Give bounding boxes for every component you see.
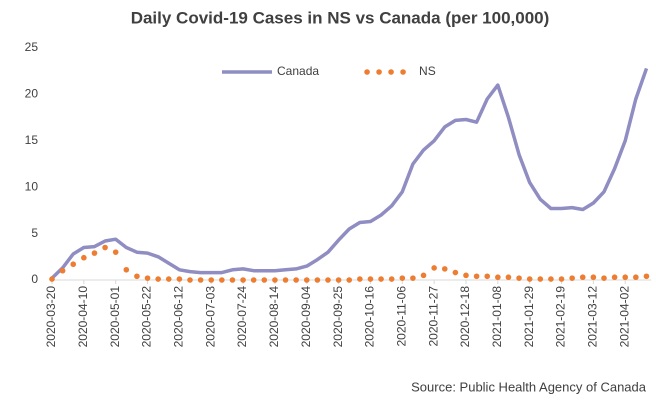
- data-point: [441, 266, 448, 272]
- data-point: [495, 274, 501, 281]
- data-point: [516, 275, 522, 281]
- legend-label: NS: [419, 64, 436, 78]
- data-point: [272, 277, 278, 283]
- data-point: [569, 275, 575, 281]
- data-point: [314, 277, 321, 283]
- data-point: [123, 266, 130, 273]
- data-point: [293, 277, 299, 283]
- data-point: [622, 274, 629, 281]
- data-point: [548, 276, 554, 282]
- x-tick-label: 2020-08-14: [267, 286, 281, 348]
- x-tick-label: 2020-06-12: [172, 286, 186, 348]
- data-point: [537, 276, 544, 282]
- x-tick-label: 2020-05-01: [108, 286, 122, 348]
- data-point: [49, 276, 55, 282]
- x-tick-label: 2021-01-08: [490, 286, 504, 348]
- x-tick-label: 2020-07-24: [235, 286, 249, 348]
- data-point: [261, 277, 268, 283]
- x-tick-label: 2020-09-25: [331, 286, 345, 348]
- data-point: [91, 250, 98, 256]
- data-line: [50, 67, 649, 280]
- data-point: [590, 274, 597, 281]
- x-tick-label: 2020-11-06: [394, 286, 408, 347]
- data-point: [176, 276, 183, 282]
- data-point: [81, 254, 87, 261]
- data-point: [431, 265, 437, 271]
- y-tick-label: 15: [25, 133, 39, 147]
- data-point: [59, 267, 66, 274]
- data-point: [526, 276, 533, 282]
- source-note: Source: Public Health Agency of Canada: [411, 379, 647, 394]
- data-point: [410, 275, 416, 281]
- y-tick-label: 0: [31, 272, 38, 286]
- data-point: [112, 249, 119, 255]
- legend-symbol: [364, 69, 370, 75]
- data-point: [250, 277, 257, 283]
- legend-symbol: [388, 69, 394, 75]
- y-tick-label: 25: [25, 40, 39, 54]
- x-tick-label: 2020-05-22: [140, 286, 154, 348]
- data-point: [452, 269, 459, 276]
- x-tick-label: 2021-01-29: [522, 286, 536, 348]
- y-tick-label: 5: [31, 226, 38, 240]
- x-tick-label: 2021-02-19: [554, 286, 568, 348]
- data-point: [208, 277, 215, 283]
- data-point: [102, 244, 108, 251]
- y-tick-label: 20: [25, 87, 39, 101]
- legend-symbol: [400, 69, 406, 75]
- legend-label: Canada: [277, 64, 319, 78]
- data-point: [187, 277, 193, 283]
- x-tick-label: 2021-03-12: [586, 286, 600, 348]
- data-point: [282, 277, 289, 283]
- data-point: [388, 276, 395, 282]
- x-tick-label: 2020-10-16: [363, 286, 377, 348]
- data-point: [219, 277, 225, 283]
- data-point: [144, 275, 151, 281]
- data-point: [643, 273, 650, 280]
- data-point: [463, 272, 469, 279]
- y-tick-label: 10: [25, 179, 39, 193]
- data-point: [367, 276, 374, 282]
- x-tick-label: 2020-11-27: [426, 286, 440, 347]
- data-point: [484, 273, 491, 280]
- legend-symbol: [376, 69, 382, 75]
- data-point: [325, 277, 331, 283]
- x-tick-label: 2020-03-20: [44, 286, 58, 348]
- data-point: [558, 276, 565, 282]
- data-point: [346, 277, 353, 283]
- data-point: [357, 276, 363, 282]
- x-tick-label: 2020-12-18: [458, 286, 472, 348]
- data-point: [601, 275, 607, 281]
- data-point: [378, 276, 384, 282]
- data-point: [197, 277, 204, 283]
- data-point: [611, 274, 618, 281]
- data-point: [473, 273, 480, 280]
- data-point: [420, 272, 427, 279]
- data-point: [70, 261, 77, 268]
- data-point: [134, 273, 140, 280]
- data-point: [633, 274, 639, 281]
- x-tick-label: 2020-09-04: [299, 286, 313, 348]
- data-point: [505, 274, 512, 281]
- chart-title: Daily Covid-19 Cases in NS vs Canada (pe…: [131, 8, 550, 27]
- data-point: [240, 277, 246, 283]
- data-point: [229, 277, 236, 283]
- data-point: [579, 274, 586, 281]
- x-tick-label: 2020-04-10: [76, 286, 90, 348]
- x-tick-label: 2020-07-03: [203, 286, 217, 348]
- data-point: [155, 276, 161, 282]
- x-tick-label: 2021-04-02: [617, 286, 631, 348]
- data-point: [335, 277, 342, 283]
- data-point: [165, 276, 172, 282]
- data-point: [399, 275, 406, 281]
- data-point: [303, 277, 310, 283]
